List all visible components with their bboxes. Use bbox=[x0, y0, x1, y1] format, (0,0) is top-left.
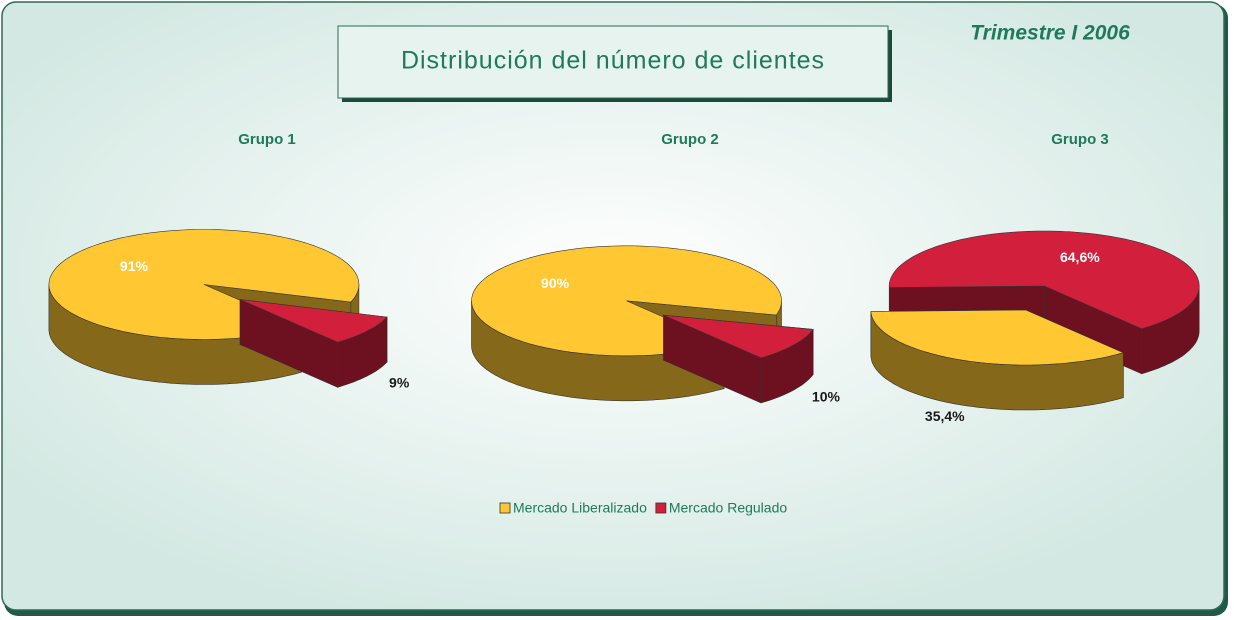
value-label: 90% bbox=[541, 275, 570, 291]
value-label: 91% bbox=[120, 258, 149, 274]
slice-top bbox=[870, 309, 1125, 366]
slice-top bbox=[239, 299, 388, 343]
subtitle: Trimestre I 2006 bbox=[970, 22, 1130, 45]
slice-top bbox=[471, 245, 782, 357]
legend-swatch bbox=[655, 502, 667, 514]
slice-top bbox=[48, 229, 360, 340]
pie-slice bbox=[870, 309, 1125, 411]
legend-swatch bbox=[499, 502, 511, 514]
slice-top bbox=[888, 230, 1200, 330]
chart-title: Distribución del número de clientes bbox=[401, 47, 825, 75]
legend-label: Mercado Regulado bbox=[669, 500, 788, 516]
legend-label: Mercado Liberalizado bbox=[513, 500, 647, 516]
value-label: 35,4% bbox=[925, 408, 965, 424]
pie-slice bbox=[663, 314, 814, 404]
pie-title: Grupo 2 bbox=[661, 131, 719, 148]
title-box bbox=[337, 25, 889, 99]
slice-top bbox=[663, 314, 814, 359]
value-label: 9% bbox=[389, 374, 410, 390]
value-label: 64,6% bbox=[1060, 249, 1100, 265]
pie-title: Grupo 3 bbox=[1051, 131, 1109, 148]
pie-title: Grupo 1 bbox=[238, 131, 296, 148]
pie-slice bbox=[239, 299, 388, 388]
value-label: 10% bbox=[812, 388, 841, 404]
